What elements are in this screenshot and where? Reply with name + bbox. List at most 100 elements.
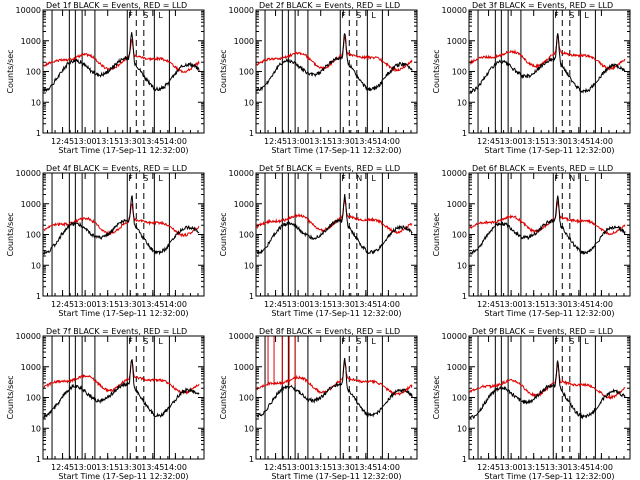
y-tick-label: 1000	[21, 37, 41, 46]
interval-marker: L	[158, 337, 163, 346]
interval-marker: N	[569, 174, 575, 183]
y-tick-label: 1	[462, 455, 467, 464]
plot-area	[43, 173, 200, 296]
y-axis-label: Counts/sec	[432, 375, 441, 419]
y-tick-label: 1000	[234, 363, 254, 372]
plot-area	[256, 336, 413, 459]
y-tick-label: 10	[31, 424, 41, 433]
x-tick-label: 12:45	[264, 300, 287, 309]
series-events-line	[256, 357, 413, 419]
x-tick-label: 13:30	[545, 137, 568, 146]
x-axis-label: Start Time (17-Sep-11 12:32:00)	[58, 309, 188, 318]
x-tick-label: 14:00	[164, 463, 187, 472]
x-tick-label: 13:00	[287, 137, 310, 146]
y-tick-label: 10000	[16, 6, 41, 15]
series-lld-line	[469, 200, 626, 236]
y-tick-label: 100	[26, 68, 41, 77]
y-tick-label: 100	[452, 68, 467, 77]
x-axis-label: Start Time (17-Sep-11 12:32:00)	[484, 146, 614, 155]
x-axis-label: Start Time (17-Sep-11 12:32:00)	[484, 472, 614, 480]
x-axis-label: Start Time (17-Sep-11 12:32:00)	[271, 146, 401, 155]
y-tick-label: 100	[239, 231, 254, 240]
y-axis-label: Counts/sec	[432, 49, 441, 93]
x-tick-label: 13:00	[500, 463, 523, 472]
x-tick-label: 13:00	[74, 463, 97, 472]
x-tick-label: 14:00	[164, 137, 187, 146]
plot-area	[469, 10, 626, 133]
x-tick-label: 14:00	[377, 463, 400, 472]
x-tick-label: 14:00	[590, 463, 613, 472]
y-tick-label: 1000	[447, 37, 467, 46]
x-tick-label: 12:45	[51, 300, 74, 309]
y-tick-label: 10	[31, 261, 41, 270]
panel-title: Det 3f BLACK = Events, RED = LLD	[472, 1, 613, 10]
x-tick-label: 12:45	[264, 137, 287, 146]
panel-det-4: Det 4f BLACK = Events, RED = LLDFSL11010…	[6, 164, 205, 318]
y-tick-label: 1000	[447, 363, 467, 372]
interval-marker: S	[143, 11, 148, 20]
x-tick-label: 12:45	[264, 463, 287, 472]
y-tick-label: 10000	[16, 169, 41, 178]
x-tick-label: 13:00	[500, 137, 523, 146]
interval-marker: S	[569, 11, 574, 20]
x-tick-label: 13:15	[309, 463, 332, 472]
x-axis-label: Start Time (17-Sep-11 12:32:00)	[484, 309, 614, 318]
x-tick-label: 13:45	[141, 300, 164, 309]
series-events-line	[469, 33, 626, 94]
y-tick-label: 10	[244, 424, 254, 433]
y-tick-label: 1	[249, 292, 254, 301]
x-tick-label: 13:30	[119, 300, 142, 309]
x-tick-label: 13:45	[354, 300, 377, 309]
x-tick-label: 13:00	[74, 137, 97, 146]
x-tick-label: 13:00	[287, 300, 310, 309]
x-tick-label: 13:00	[287, 463, 310, 472]
plot-frame	[42, 335, 205, 460]
plot-frame	[42, 9, 205, 134]
series-lld-line	[256, 36, 413, 73]
series-events-line	[43, 32, 200, 93]
plot-area	[256, 10, 413, 133]
panel-title: Det 2f BLACK = Events, RED = LLD	[259, 1, 400, 10]
y-axis-label: Counts/sec	[6, 49, 15, 93]
y-tick-label: 10	[31, 98, 41, 107]
interval-marker: L	[158, 174, 163, 183]
panel-det-2: Det 2f BLACK = Events, RED = LLDFSL11010…	[219, 1, 418, 155]
x-tick-label: 13:15	[96, 137, 119, 146]
y-tick-label: 10	[457, 424, 467, 433]
interval-marker: L	[158, 11, 163, 20]
x-tick-label: 13:15	[96, 300, 119, 309]
panel-det-1: Det 1f BLACK = Events, RED = LLDFSL11010…	[6, 1, 205, 155]
x-tick-label: 13:00	[74, 300, 97, 309]
y-tick-label: 10000	[229, 169, 254, 178]
x-tick-label: 14:00	[590, 300, 613, 309]
plot-frame	[42, 172, 205, 297]
interval-marker: S	[356, 11, 361, 20]
interval-marker: L	[584, 11, 589, 20]
x-tick-label: 14:00	[377, 300, 400, 309]
plot-area	[469, 173, 626, 296]
plot-area	[256, 173, 413, 296]
y-tick-label: 100	[239, 68, 254, 77]
y-tick-label: 10000	[16, 332, 41, 341]
y-axis-label: Counts/sec	[219, 49, 228, 93]
panel-title: Det 5f BLACK = Events, RED = LLD	[259, 164, 400, 173]
y-axis-label: Counts/sec	[219, 375, 228, 419]
y-tick-label: 1000	[234, 37, 254, 46]
x-tick-label: 13:30	[332, 137, 355, 146]
x-tick-label: 13:45	[567, 300, 590, 309]
y-tick-label: 100	[452, 394, 467, 403]
panel-title: Det 8f BLACK = Events, RED = LLD	[259, 327, 400, 336]
x-tick-label: 14:00	[590, 137, 613, 146]
y-tick-label: 10000	[442, 169, 467, 178]
series-events-line	[469, 359, 626, 420]
series-events-line	[256, 32, 413, 92]
plot-frame	[255, 172, 418, 297]
x-tick-label: 12:45	[477, 137, 500, 146]
series-lld-line	[43, 38, 200, 74]
y-tick-label: 1	[462, 292, 467, 301]
interval-marker: L	[371, 11, 376, 20]
x-tick-label: 13:30	[545, 463, 568, 472]
x-tick-label: 12:45	[51, 137, 74, 146]
y-tick-label: 10	[457, 98, 467, 107]
y-tick-label: 1	[249, 129, 254, 138]
